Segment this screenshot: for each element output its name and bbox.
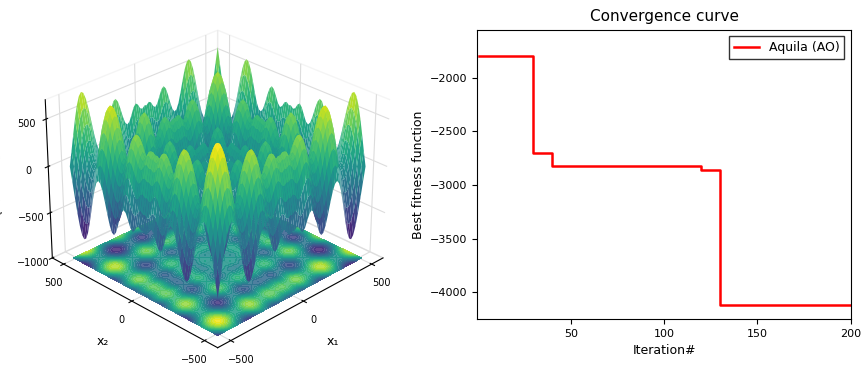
Aquila (AO) [724,303,734,307]
Aquila (AO) [715,168,726,172]
Aquila (AO) [528,54,538,59]
Y-axis label: x₂: x₂ [96,335,109,348]
Aquila (AO) [715,303,726,307]
Title: Convergence curve: Convergence curve [589,9,739,24]
Aquila (AO) [696,168,707,172]
Aquila (AO) [474,54,484,59]
X-axis label: x₁: x₁ [326,335,339,348]
Legend: Aquila (AO): Aquila (AO) [728,36,845,59]
Aquila (AO) [845,303,856,307]
Aquila (AO) [547,164,557,168]
Line: Aquila (AO): Aquila (AO) [479,56,851,305]
Aquila (AO) [528,151,538,155]
Aquila (AO) [696,164,707,168]
Aquila (AO) [724,303,734,307]
X-axis label: Iteration#: Iteration# [632,344,696,357]
Y-axis label: Best fitness function: Best fitness function [411,110,424,239]
Aquila (AO) [547,151,557,155]
